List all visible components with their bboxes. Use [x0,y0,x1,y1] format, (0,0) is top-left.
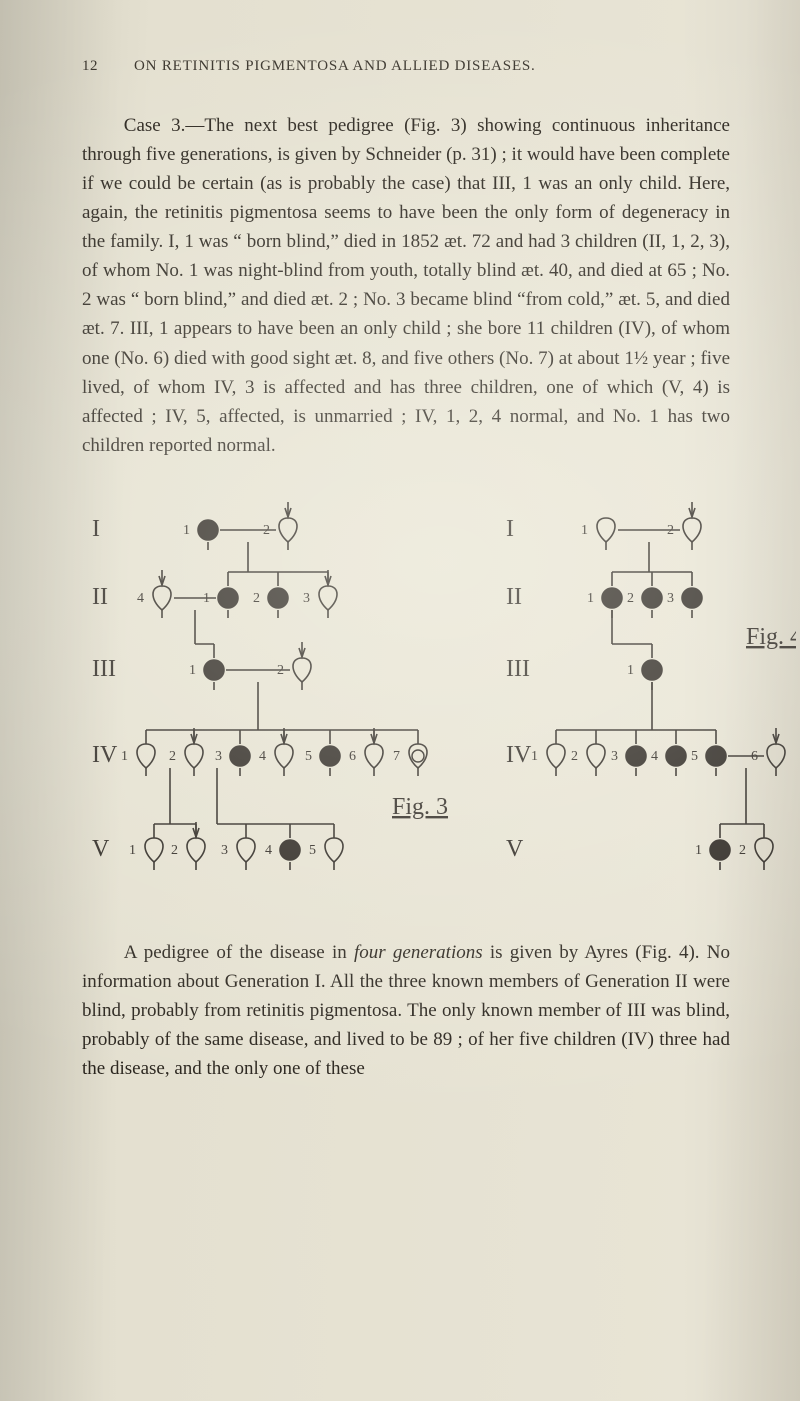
para2-pre: A pedigree of the disease in [124,942,354,963]
svg-text:4: 4 [265,843,272,858]
svg-text:I: I [506,516,514,542]
svg-text:2: 2 [667,523,674,538]
svg-text:3: 3 [611,749,618,764]
svg-text:5: 5 [691,749,698,764]
svg-text:1: 1 [581,523,588,538]
svg-text:5: 5 [309,843,316,858]
running-head: 12 ON RETINITIS PIGMENTOSA AND ALLIED DI… [82,58,730,75]
pedigree-fig4-svg: IIIIIIIVV12123112345612Fig. 4 [496,494,796,914]
svg-text:2: 2 [171,843,178,858]
svg-text:Fig. 4: Fig. 4 [746,624,796,650]
svg-text:2: 2 [277,663,284,678]
svg-text:1: 1 [531,749,538,764]
svg-text:3: 3 [303,591,310,606]
svg-text:4: 4 [259,749,266,764]
svg-text:4: 4 [137,591,144,606]
svg-text:2: 2 [169,749,176,764]
para1-text: Case 3.—The next best pedigree (Fig. 3) … [82,115,730,456]
bottom-paragraph: A pedigree of the disease in four genera… [82,938,730,1083]
svg-text:2: 2 [739,843,746,858]
svg-text:1: 1 [587,591,594,606]
svg-text:2: 2 [571,749,578,764]
svg-text:6: 6 [751,749,758,764]
page-number: 12 [82,58,110,75]
figure-3: IIIIIIIVV12412312123456712345Fig. 3 [82,494,480,914]
svg-text:3: 3 [215,749,222,764]
svg-text:V: V [506,836,524,862]
svg-text:2: 2 [627,591,634,606]
svg-text:1: 1 [695,843,702,858]
pedigree-fig3-svg: IIIIIIIVV12412312123456712345Fig. 3 [82,494,480,914]
scanned-page: 12 ON RETINITIS PIGMENTOSA AND ALLIED DI… [0,0,800,1401]
svg-text:7: 7 [393,749,400,764]
svg-text:V: V [92,836,110,862]
svg-text:2: 2 [253,591,260,606]
svg-text:1: 1 [129,843,136,858]
svg-text:5: 5 [305,749,312,764]
svg-text:Fig. 3: Fig. 3 [392,794,448,820]
svg-text:4: 4 [651,749,658,764]
svg-text:6: 6 [349,749,356,764]
svg-text:1: 1 [203,591,210,606]
svg-text:1: 1 [627,663,634,678]
svg-text:3: 3 [667,591,674,606]
svg-text:1: 1 [121,749,128,764]
pedigree-figures: IIIIIIIVV12412312123456712345Fig. 3 IIII… [82,494,730,914]
svg-text:1: 1 [189,663,196,678]
figure-4: IIIIIIIVV12123112345612Fig. 4 [496,494,796,914]
svg-text:II: II [92,584,108,610]
svg-text:III: III [506,656,530,682]
svg-text:2: 2 [263,523,270,538]
svg-text:1: 1 [183,523,190,538]
para2-italic: four generations [354,942,483,963]
svg-text:IV: IV [506,742,532,768]
svg-text:III: III [92,656,116,682]
svg-text:IV: IV [92,742,118,768]
svg-text:II: II [506,584,522,610]
case3-paragraph: Case 3.—The next best pedigree (Fig. 3) … [82,111,730,460]
svg-text:3: 3 [221,843,228,858]
svg-text:I: I [92,516,100,542]
running-title: ON RETINITIS PIGMENTOSA AND ALLIED DISEA… [134,58,536,75]
